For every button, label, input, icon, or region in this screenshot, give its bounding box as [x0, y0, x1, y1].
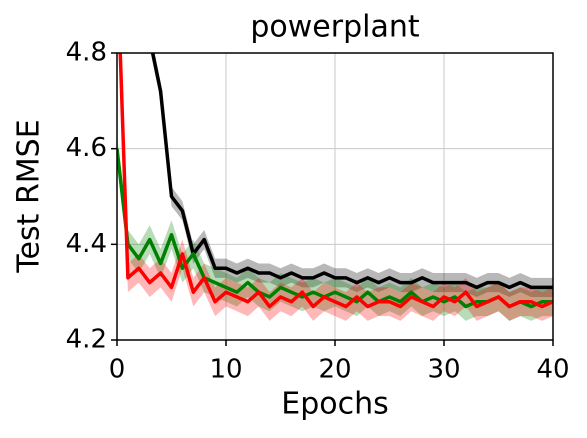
error-band	[117, 134, 553, 321]
series-line	[150, 53, 553, 290]
y-axis-label: Test RMSE	[12, 119, 47, 273]
y-tick-label: 4.6	[66, 133, 107, 163]
chart-title: powerplant	[250, 10, 420, 45]
series-line	[117, 148, 553, 309]
x-tick-label: 10	[209, 355, 242, 385]
y-tick-label: 4.8	[66, 38, 107, 68]
error-band	[119, 53, 553, 321]
y-tick-label: 4.4	[66, 229, 107, 259]
x-axis-label: Epochs	[281, 387, 389, 422]
plot-area	[117, 53, 553, 321]
x-tick-label: 30	[427, 355, 460, 385]
y-tick-label: 4.2	[66, 325, 107, 355]
plot-frame	[116, 52, 554, 341]
x-tick-label: 20	[318, 355, 351, 385]
x-tick-label: 0	[109, 355, 126, 385]
series-line	[118, 53, 553, 309]
x-tick-label: 40	[536, 355, 569, 385]
